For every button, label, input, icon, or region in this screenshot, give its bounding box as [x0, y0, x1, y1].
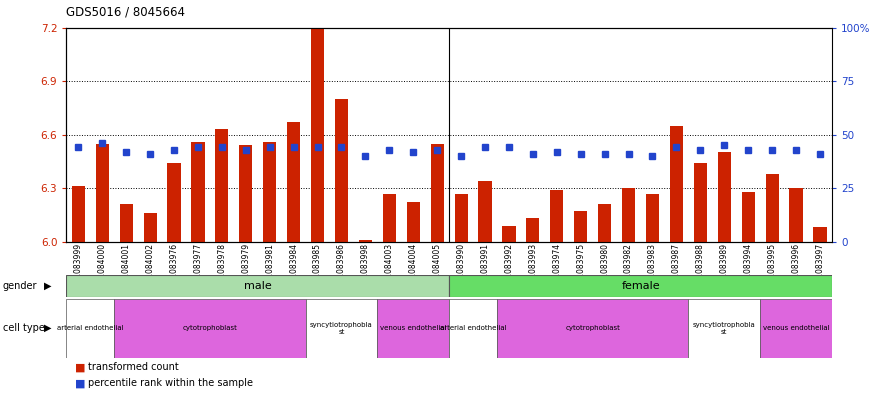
Bar [449, 275, 832, 297]
Bar [694, 163, 707, 242]
Bar [550, 190, 564, 242]
Bar [766, 174, 779, 242]
Bar [646, 193, 659, 242]
Bar [335, 99, 348, 242]
Bar [449, 299, 497, 358]
Text: GDS5016 / 8045664: GDS5016 / 8045664 [66, 6, 185, 19]
Bar [167, 163, 181, 242]
Bar [239, 145, 252, 242]
Text: transformed count: transformed count [88, 362, 180, 373]
Text: gender: gender [3, 281, 37, 291]
Text: cytotrophoblast: cytotrophoblast [566, 325, 620, 331]
Bar [358, 240, 372, 242]
Bar [670, 126, 683, 242]
Bar [813, 228, 827, 242]
Text: syncytiotrophobla
st: syncytiotrophobla st [310, 321, 373, 335]
Bar [215, 129, 228, 242]
Text: cytotrophoblast: cytotrophoblast [182, 325, 237, 331]
Bar [760, 299, 832, 358]
Bar [407, 202, 419, 242]
Text: ■: ■ [75, 362, 86, 373]
Text: male: male [244, 281, 272, 291]
Text: arterial endothelial: arterial endothelial [440, 325, 506, 331]
Text: ■: ■ [75, 378, 86, 388]
Text: venous endothelial: venous endothelial [763, 325, 829, 331]
Bar [718, 152, 731, 242]
Text: percentile rank within the sample: percentile rank within the sample [88, 378, 253, 388]
Bar [574, 211, 588, 242]
Bar [598, 204, 612, 242]
Bar [622, 188, 635, 242]
Bar [377, 299, 449, 358]
Bar [479, 181, 491, 242]
Bar [689, 299, 760, 358]
Text: arterial endothelial: arterial endothelial [57, 325, 124, 331]
Text: female: female [621, 281, 660, 291]
Bar [66, 275, 449, 297]
Text: syncytiotrophobla
st: syncytiotrophobla st [693, 321, 756, 335]
Bar [263, 142, 276, 242]
Bar [382, 193, 396, 242]
Bar [114, 299, 305, 358]
Bar [66, 299, 114, 358]
Bar [96, 143, 109, 242]
Bar [789, 188, 803, 242]
Bar [72, 186, 85, 242]
Bar [527, 219, 540, 242]
Text: ▶: ▶ [44, 323, 51, 333]
Bar [287, 122, 300, 242]
Bar [311, 28, 324, 242]
Bar [143, 213, 157, 242]
Text: venous endothelial: venous endothelial [380, 325, 447, 331]
Text: cell type: cell type [3, 323, 44, 333]
Bar [305, 299, 377, 358]
Bar [191, 142, 204, 242]
Bar [119, 204, 133, 242]
Text: ▶: ▶ [44, 281, 51, 291]
Bar [503, 226, 516, 242]
Bar [742, 192, 755, 242]
Bar [455, 193, 467, 242]
Bar [497, 299, 689, 358]
Bar [431, 143, 443, 242]
